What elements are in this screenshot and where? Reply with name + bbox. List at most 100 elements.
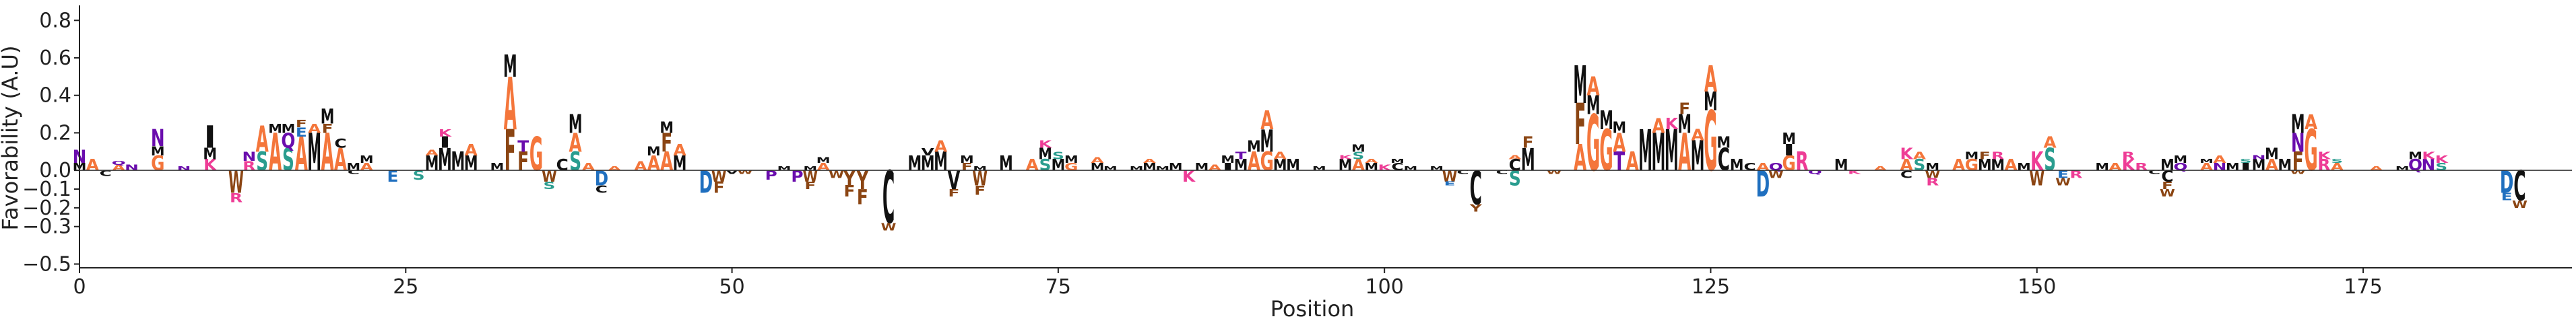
- logo-letter-M: M: [2291, 110, 2305, 139]
- logo-letter-M: M: [999, 152, 1013, 176]
- logo-letter-M: M: [569, 110, 583, 139]
- logo-letter-M: M: [1130, 166, 1144, 172]
- x-tick-label: 25: [393, 275, 418, 299]
- logo-letter-A: A: [934, 137, 948, 155]
- logo-letter-C: C: [1718, 142, 1730, 178]
- logo-letter-A: A: [308, 121, 321, 136]
- logo-letter-K: K: [203, 156, 218, 174]
- logo-letter-M: M: [282, 121, 296, 136]
- y-tick-label: 0.2: [39, 121, 71, 145]
- logo-letter-K: K: [1039, 139, 1052, 151]
- logo-letter-C: C: [348, 170, 360, 176]
- logo-letter-G: G: [151, 151, 164, 176]
- logo-letter-M: M: [1221, 154, 1235, 166]
- logo-letter-A: A: [1587, 71, 1600, 102]
- logo-letter-A: A: [647, 151, 661, 176]
- logo-letter-A: A: [1704, 58, 1718, 100]
- logo-letter-K: K: [1182, 168, 1196, 186]
- logo-letter-W: W: [2290, 170, 2306, 176]
- logo-letter-M: M: [2265, 146, 2279, 164]
- logo-letter-S: S: [2240, 158, 2252, 164]
- logo-letter-I: I: [1783, 141, 1795, 159]
- logo-letter-A: A: [1913, 149, 1926, 161]
- logo-letter-W: W: [1768, 169, 1784, 181]
- logo-letter-F: F: [1979, 149, 1991, 161]
- logo-letter-M: M: [2278, 157, 2292, 174]
- logo-letter-W: W: [228, 165, 244, 201]
- logo-letter-I: I: [439, 133, 451, 151]
- logo-letter-M: M: [1103, 166, 1118, 172]
- logo-letter-E: E: [2501, 191, 2513, 203]
- logo-letter-C: C: [2161, 168, 2173, 186]
- logo-letter-E: E: [1444, 181, 1456, 187]
- logo-letter-A: A: [1574, 137, 1587, 179]
- logo-letter-A: A: [2044, 134, 2057, 152]
- logo-letter-C: C: [1470, 162, 1482, 216]
- logo-letter-S: S: [1039, 156, 1052, 174]
- logo-letter-E: E: [296, 125, 307, 140]
- logo-letter-M: M: [360, 154, 374, 166]
- logo-letter-A: A: [256, 118, 269, 160]
- logo-letter-A: A: [1508, 155, 1522, 161]
- logo-letter-A: A: [465, 141, 478, 159]
- logo-letter-N: N: [151, 125, 165, 152]
- logo-letter-F: F: [505, 118, 516, 184]
- logo-letter-C: C: [100, 169, 112, 178]
- logo-letter-N: N: [2422, 156, 2436, 174]
- y-tick-label: −0.5: [22, 252, 71, 276]
- x-tick-label: 100: [1365, 275, 1404, 299]
- logo-letter-A: A: [2108, 161, 2121, 173]
- logo-letter-Q: Q: [1808, 170, 1822, 176]
- logo-letter-M: M: [907, 152, 922, 176]
- logo-letter-M: M: [1599, 106, 1613, 135]
- logo-letter-M: M: [1586, 92, 1601, 120]
- logo-letter-M: M: [321, 106, 335, 129]
- logo-letter-M: M: [659, 120, 674, 137]
- logo-letter-M: M: [816, 155, 831, 165]
- logo-letter-A: A: [2004, 156, 2018, 174]
- logo-letter-W: W: [881, 221, 897, 233]
- logo-letter-M: M: [268, 121, 282, 136]
- logo-letter-A: A: [1952, 156, 1966, 174]
- logo-letter-G: G: [1260, 147, 1274, 177]
- logo-letter-A: A: [2370, 166, 2383, 172]
- logo-letter-N: N: [242, 149, 256, 164]
- logo-letter-M: M: [503, 49, 517, 85]
- logo-letter-A: A: [1091, 155, 1103, 165]
- logo-letter-S: S: [2044, 142, 2056, 178]
- logo-letter-A: A: [1248, 147, 1260, 177]
- logo-letter-W: W: [972, 168, 988, 191]
- logo-letter-M: M: [1717, 135, 1731, 152]
- logo-letter-Q: Q: [112, 160, 126, 166]
- logo-letter-Q: Q: [2408, 156, 2422, 174]
- logo-letter-D: D: [699, 164, 713, 200]
- logo-letter-A: A: [1692, 126, 1705, 144]
- logo-letter-V: V: [726, 170, 739, 176]
- logo-letter-A: A: [425, 148, 438, 157]
- x-tick-label: 0: [73, 275, 86, 299]
- logo-letter-A: A: [2213, 153, 2226, 166]
- logo-letter-M: M: [1573, 56, 1587, 116]
- logo-letter-S: S: [413, 168, 425, 183]
- logo-letter-T: T: [517, 137, 529, 155]
- x-axis-label: Position: [1270, 296, 1355, 322]
- logo-letter-A: A: [660, 147, 673, 177]
- y-axis-label: Favorability (A.U): [0, 46, 23, 231]
- logo-letter-N: N: [177, 166, 191, 172]
- logo-letter-G: G: [529, 129, 543, 182]
- logo-letter-G: G: [1704, 94, 1717, 190]
- logo-letter-N: N: [2291, 128, 2305, 158]
- logo-letter-M: M: [1704, 87, 1718, 116]
- logo-letter-P: P: [791, 168, 803, 186]
- logo-letter-G: G: [1599, 118, 1613, 184]
- x-tick-label: 150: [2018, 275, 2056, 299]
- logo-letter-W: W: [2055, 176, 2071, 188]
- logo-letter-A: A: [86, 156, 100, 174]
- logo-letter-K: K: [1665, 115, 1679, 133]
- logo-letter-C: C: [2148, 170, 2160, 176]
- y-tick-label: −0.1: [22, 178, 71, 201]
- logo-letter-M: M: [960, 154, 974, 166]
- logo-letter-C: C: [334, 136, 346, 151]
- logo-letter-M: M: [2395, 166, 2410, 172]
